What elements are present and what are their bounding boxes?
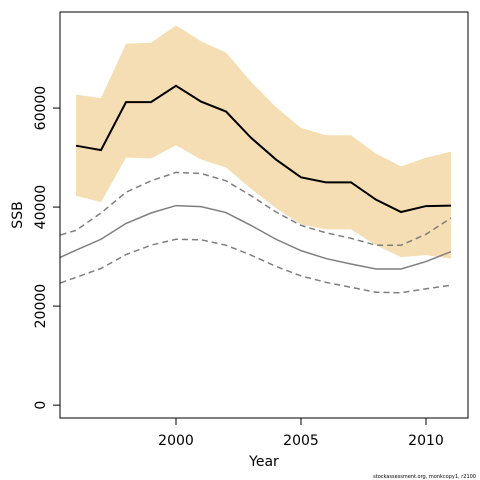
x-tick-label: 2000 bbox=[158, 433, 194, 449]
y-tick-label: 60000 bbox=[33, 86, 49, 131]
series-line bbox=[60, 238, 452, 294]
x-tick-label: 2010 bbox=[408, 433, 444, 449]
plot-frame bbox=[59, 11, 469, 419]
y-tick-label: 0 bbox=[33, 401, 49, 410]
series-line bbox=[60, 204, 452, 270]
y-tick-label: 40000 bbox=[33, 185, 49, 230]
series-line bbox=[75, 84, 452, 214]
y-axis-label: SSB bbox=[10, 201, 26, 228]
footnote: stockassessment.org, monkcopy1, r2100 bbox=[373, 474, 476, 480]
series-line bbox=[60, 171, 452, 246]
x-tick-label: 2005 bbox=[283, 433, 319, 449]
confidence-band bbox=[76, 25, 451, 259]
x-axis-label: Year bbox=[248, 454, 279, 470]
y-tick-label: 20000 bbox=[33, 284, 49, 329]
plot-area bbox=[60, 25, 452, 294]
